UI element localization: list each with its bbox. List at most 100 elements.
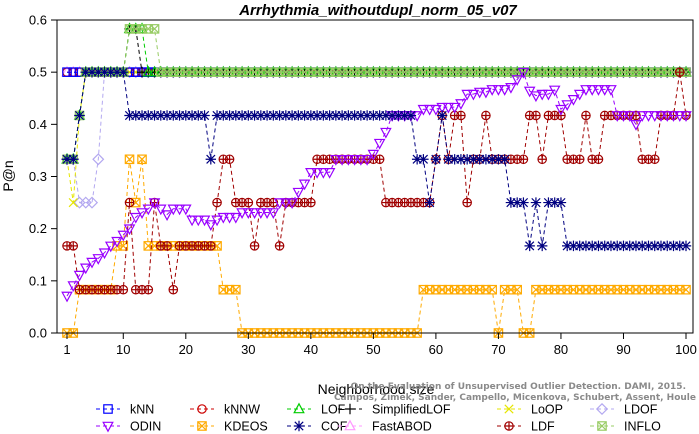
data-point-inflo (531, 67, 541, 77)
data-point-ldf (206, 241, 216, 251)
y-tick-label: 0.6 (29, 13, 47, 28)
data-point-cof (443, 154, 454, 165)
data-point-ldf (650, 155, 659, 164)
data-point-knn (62, 67, 72, 77)
x-tick-label: 100 (675, 342, 697, 357)
data-point-inflo (412, 67, 422, 77)
data-point-cof (343, 110, 354, 121)
data-point-kdeos (674, 284, 685, 295)
data-point-cof (580, 240, 592, 252)
data-point-cof (93, 66, 104, 78)
legend-label: FastABOD (372, 420, 432, 434)
data-point-odin (542, 89, 555, 101)
data-point-ldf (69, 241, 78, 251)
data-point-lof (142, 65, 155, 77)
data-point-odin (330, 154, 342, 166)
data-point-kdeos (612, 284, 623, 295)
data-point-kdeos (124, 154, 135, 165)
data-point-odin (486, 85, 498, 96)
data-point-odin (98, 248, 111, 260)
data-point-ldf (375, 155, 384, 164)
data-point-odin (623, 111, 636, 122)
data-point-ldf (481, 111, 491, 120)
data-point-odin (79, 263, 92, 275)
data-point-cof (255, 110, 267, 121)
data-point-inflo (443, 67, 454, 77)
data-point-kdeos (218, 284, 229, 295)
data-point-ldf (144, 285, 153, 294)
data-point-odin (117, 230, 130, 242)
legend-marker (597, 421, 607, 431)
data-point-ldf (225, 155, 234, 164)
data-point-kdeos (656, 284, 666, 295)
legend-label: ODIN (130, 420, 161, 434)
data-point-odin (442, 102, 455, 114)
data-point-kdeos (662, 284, 673, 295)
data-point-ldf (462, 198, 472, 207)
data-point-odin (236, 208, 248, 219)
data-point-inflo (299, 67, 310, 77)
series-loop (62, 67, 691, 208)
data-point-cof (386, 110, 398, 121)
data-point-kdeos (637, 284, 648, 295)
legend-entry-ldf: LDF (497, 420, 555, 434)
legend-label: kNNW (224, 403, 260, 417)
data-point-cof (330, 110, 342, 121)
data-point-odin (61, 291, 73, 303)
data-point-kdeos (124, 154, 135, 164)
data-point-inflo (199, 67, 210, 77)
data-point-odin (605, 85, 617, 96)
data-point-odin (317, 168, 330, 179)
data-point-odin (311, 168, 323, 179)
data-point-inflo (649, 67, 660, 77)
data-point-inflo (281, 67, 291, 77)
data-point-cof (411, 154, 423, 165)
data-point-kdeos (581, 284, 591, 295)
data-point-odin (448, 102, 461, 114)
data-point-cof (530, 197, 542, 208)
x-tick-label: 50 (366, 342, 380, 357)
data-point-cof (624, 240, 635, 252)
data-point-inflo (130, 24, 141, 34)
data-point-odin (580, 85, 592, 96)
data-point-inflo (356, 67, 366, 77)
data-point-odin (611, 111, 624, 122)
watermark-line-2: On the Evaluation of Unsupervised Outlie… (351, 382, 686, 392)
data-point-odin (455, 99, 467, 110)
data-point-cof (361, 110, 373, 121)
data-point-cof (299, 110, 310, 121)
data-point-odin (186, 215, 198, 227)
data-point-inflo (381, 67, 391, 77)
data-point-inflo (193, 67, 204, 77)
data-point-inflo (606, 67, 616, 77)
data-point-cof (618, 240, 629, 252)
x-tick-label: 80 (554, 342, 568, 357)
data-point-cof (543, 197, 554, 208)
data-point-inflo (618, 67, 629, 77)
y-axis-label: P@n (0, 160, 16, 191)
data-point-ldf (581, 111, 591, 120)
data-point-inflo (268, 67, 279, 77)
data-point-inflo (399, 67, 410, 77)
data-point-cof (536, 240, 548, 252)
data-point-inflo (643, 67, 654, 77)
data-point-cof (637, 240, 648, 252)
data-point-cof (193, 110, 204, 121)
data-point-odin (461, 89, 473, 101)
data-point-cof (643, 240, 654, 252)
data-point-odin (67, 281, 80, 292)
data-point-inflo (243, 67, 254, 77)
data-point-odin (561, 100, 574, 111)
data-point-cof (486, 154, 498, 165)
data-point-odin (192, 215, 205, 227)
data-point-inflo (212, 67, 222, 77)
data-point-cof (155, 110, 166, 121)
y-tick-label: 0.3 (29, 169, 47, 184)
legend-entry-knn: kNN (96, 403, 154, 417)
data-point-odin (136, 208, 148, 219)
data-point-inflo (556, 67, 566, 77)
data-point-inflo (543, 67, 554, 77)
data-point-cof (218, 110, 229, 121)
data-point-kdeos (506, 284, 516, 295)
legend-label: kNN (130, 403, 154, 417)
